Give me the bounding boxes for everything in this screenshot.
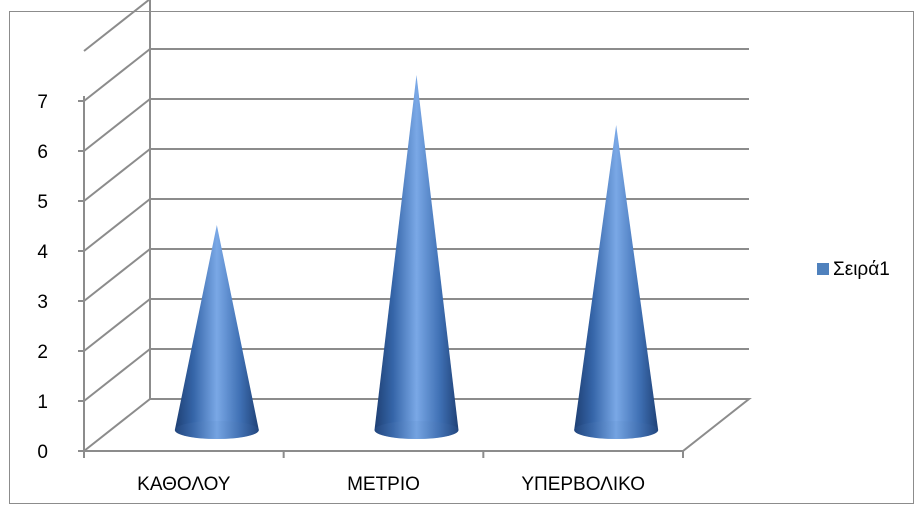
category-label: ΥΠΕΡΒΟΛΙΚΟ <box>521 474 645 495</box>
legend-swatch <box>817 263 829 275</box>
cone-layer <box>174 75 659 439</box>
side-gridline <box>83 98 151 152</box>
y-tick-label: 2 <box>37 342 48 363</box>
y-tick-label: 6 <box>37 142 48 163</box>
cone-2 <box>374 75 459 439</box>
y-tick-label: 4 <box>37 242 48 263</box>
y-tick-label: 5 <box>37 192 48 213</box>
y-tick-label: 7 <box>37 92 48 113</box>
y-tick-label: 1 <box>37 392 48 413</box>
cone-1 <box>174 225 259 439</box>
legend: Σειρά1 <box>817 259 890 280</box>
y-tick-label: 0 <box>37 442 48 463</box>
chart-border <box>9 11 914 504</box>
label-layer: 0 1 2 3 4 5 6 7 ΚΑΘΟΛΟΥ ΜΕΤΡΙΟ ΥΠΕΡΒΟΛΙΚΟ <box>37 92 645 495</box>
grid-layer <box>81 0 752 452</box>
side-gridline <box>83 198 151 252</box>
side-gridline <box>83 148 151 202</box>
side-gridline <box>83 0 151 52</box>
axis-layer <box>78 0 684 458</box>
side-gridline <box>83 248 151 302</box>
category-label: ΚΑΘΟΛΟΥ <box>137 474 231 495</box>
side-gridline <box>83 348 151 402</box>
side-gridline <box>83 298 151 352</box>
y-tick-label: 3 <box>37 292 48 313</box>
side-gridline <box>83 48 151 102</box>
cone-3 <box>574 125 659 439</box>
category-label: ΜΕΤΡΙΟ <box>347 474 420 495</box>
legend-label: Σειρά1 <box>833 259 890 280</box>
